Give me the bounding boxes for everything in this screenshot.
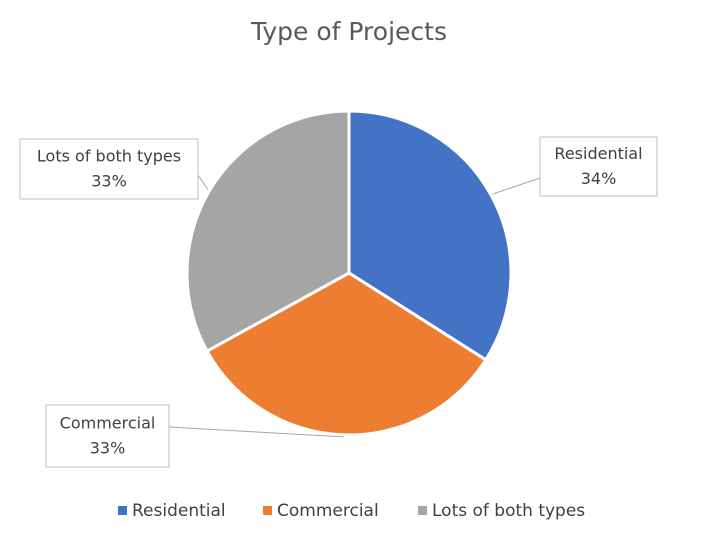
leader-line <box>492 177 541 195</box>
data-label: 34% <box>581 169 617 188</box>
legend-label: Lots of both types <box>432 501 585 521</box>
callout-category: Commercial <box>60 414 156 433</box>
legend-label: Residential <box>132 501 226 521</box>
legend-swatch <box>263 506 272 515</box>
data-label: 33% <box>91 172 127 191</box>
data-label: 33% <box>90 439 126 458</box>
legend-swatch <box>418 506 427 515</box>
pie-slice <box>185 109 351 354</box>
callout-category: Residential <box>554 144 642 163</box>
callout-box <box>19 138 199 200</box>
chart-title: Type of Projects <box>250 17 447 46</box>
callout-box <box>45 404 170 468</box>
leader-line <box>168 426 344 438</box>
legend-swatch <box>118 506 127 515</box>
leader-line <box>197 174 209 190</box>
legend-label: Commercial <box>277 501 379 521</box>
callout-category: Lots of both types <box>37 147 181 166</box>
callout-box <box>539 136 658 197</box>
